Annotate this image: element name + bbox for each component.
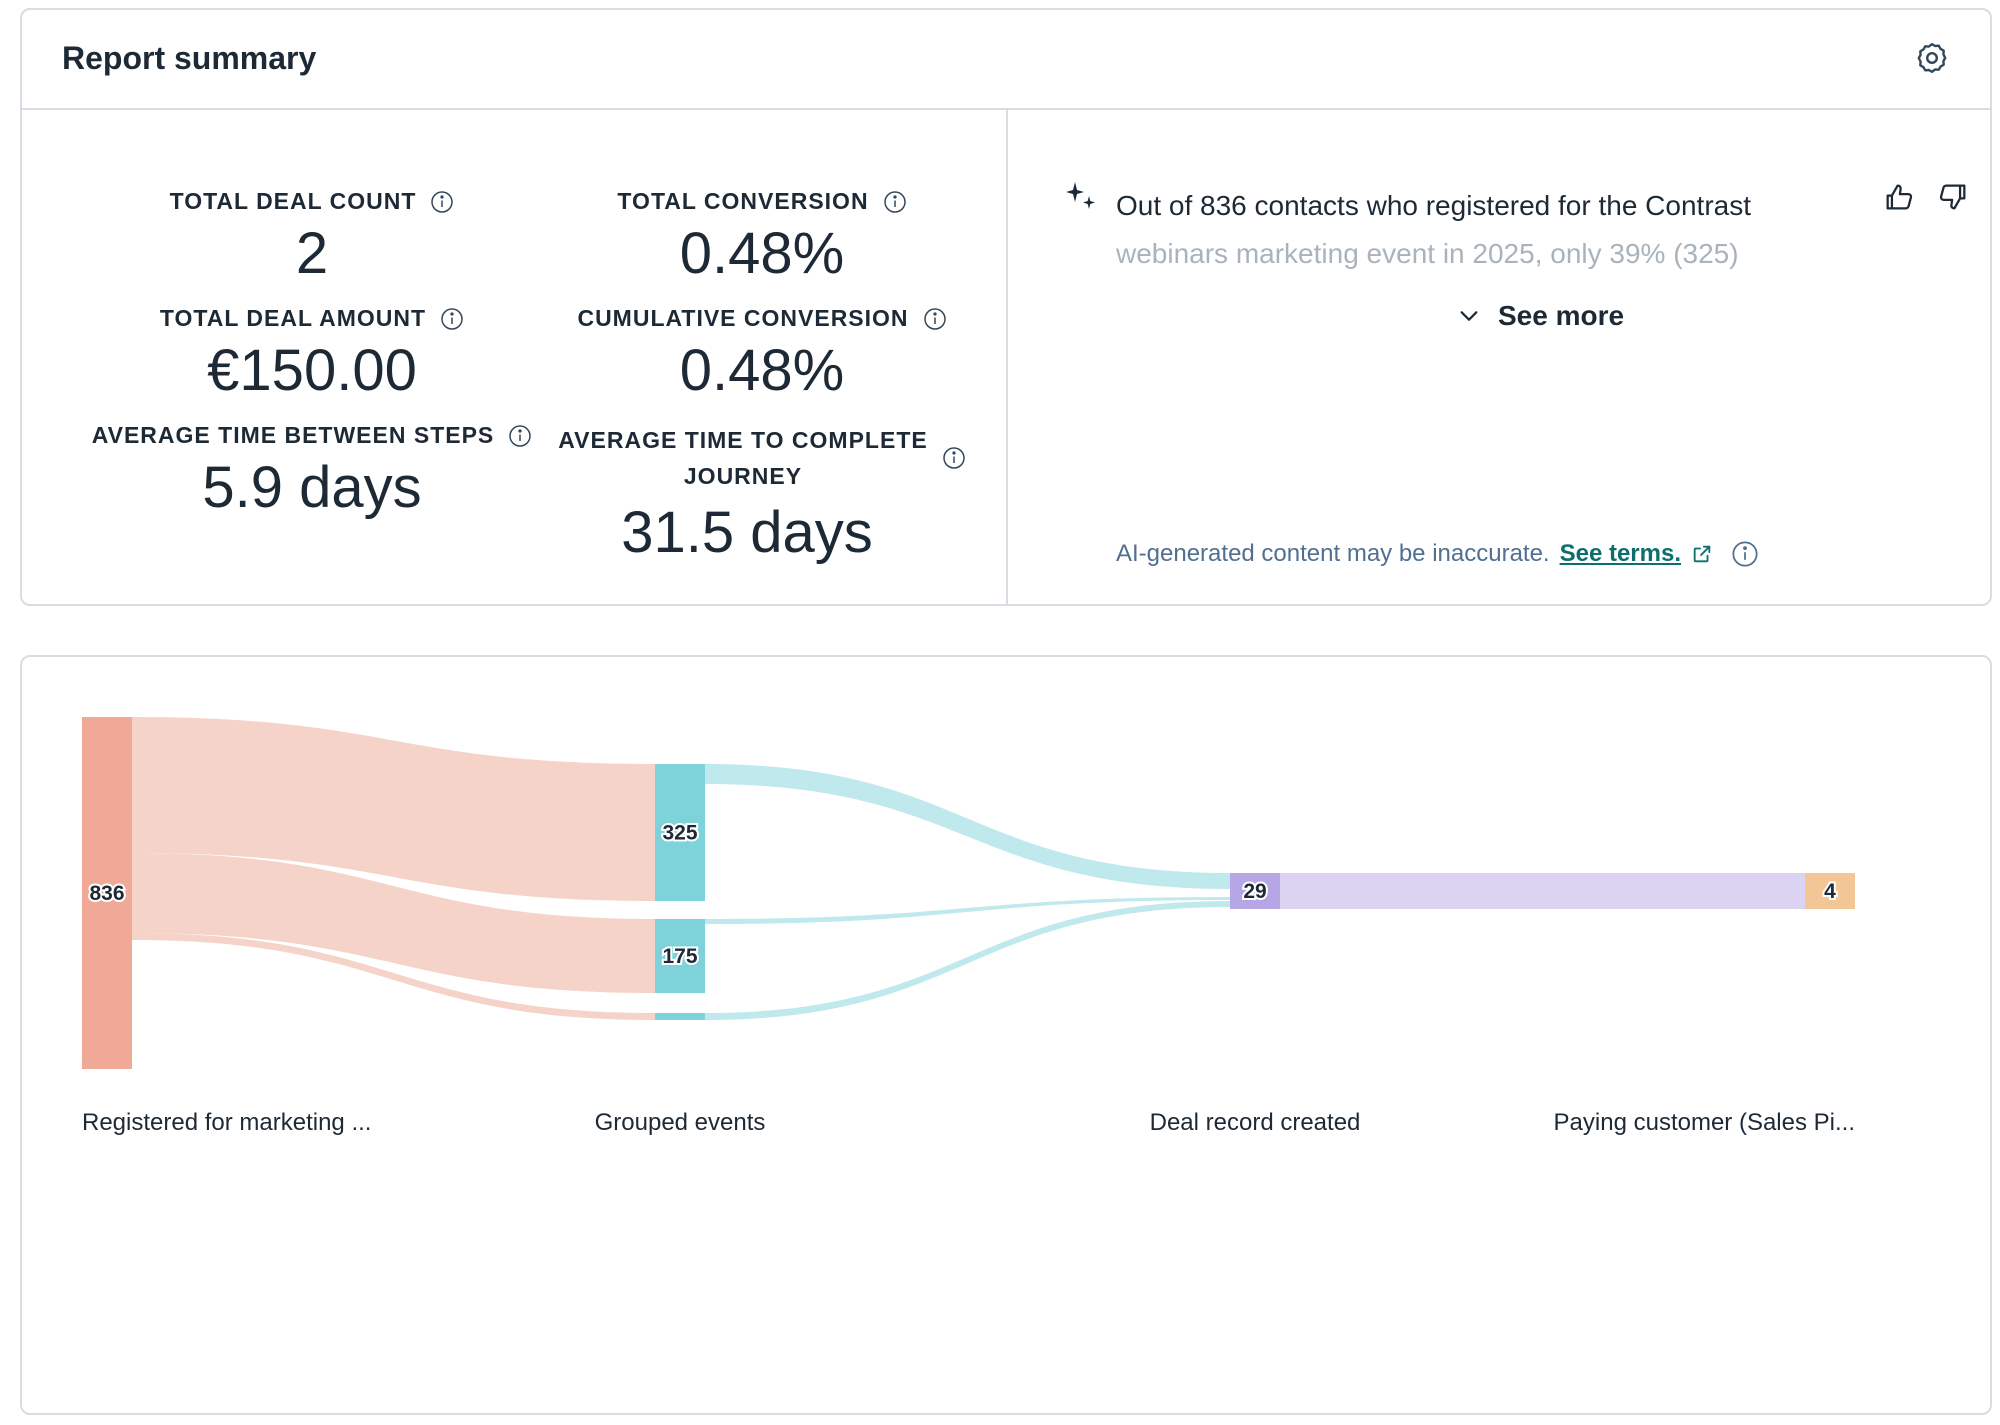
sankey-node-label: 175 — [662, 945, 697, 968]
ai-summary-text: Out of 836 contacts who registered for t… — [1116, 182, 1836, 278]
sankey-stage-label: Registered for marketing ... — [82, 1109, 371, 1136]
sankey-node[interactable] — [1230, 873, 1280, 909]
thumbs-down-icon[interactable] — [1936, 180, 1970, 214]
see-more-button[interactable]: See more — [1458, 298, 1624, 334]
report-summary-card: Report summary TOTAL DEAL COUNT 2 TOTAL … — [20, 8, 1992, 606]
info-icon[interactable] — [1731, 540, 1759, 568]
metric-label: AVERAGE TIME BETWEEN STEPS — [91, 422, 495, 448]
divider — [1006, 110, 1008, 604]
info-icon[interactable] — [508, 424, 532, 448]
metric-value: 31.5 days — [621, 500, 873, 565]
metric-label: TOTAL CONVERSION — [617, 188, 869, 214]
ai-summary-line: Out of 836 contacts who registered for t… — [1116, 190, 1752, 221]
sankey-node[interactable] — [1805, 873, 1855, 909]
metric-label: AVERAGE TIME TO COMPLETE JOURNEY — [558, 427, 928, 489]
external-link-icon — [1693, 545, 1711, 563]
metric-average-time-to-complete-journey: AVERAGE TIME TO COMPLETE JOURNEY 31.5 da… — [522, 422, 1002, 566]
sankey-node-label: 325 — [662, 822, 697, 845]
sankey-stage-label: Grouped events — [595, 1109, 766, 1136]
sankey-link[interactable] — [705, 897, 1230, 924]
page-title: Report summary — [62, 40, 317, 76]
sankey-node-label: 836 — [89, 882, 124, 905]
sankey-link[interactable] — [132, 933, 655, 1020]
metric-value: €150.00 — [207, 338, 417, 403]
metric-value: 0.48% — [679, 221, 845, 286]
metric-cumulative-conversion: CUMULATIVE CONVERSION 0.48% — [512, 305, 1012, 404]
info-icon[interactable] — [942, 446, 966, 470]
see-terms-link[interactable]: See terms. — [1559, 540, 1681, 567]
sankey-stage-label: Deal record created — [1150, 1109, 1361, 1136]
thumbs-up-icon[interactable] — [1882, 180, 1916, 214]
sankey-node[interactable] — [655, 919, 705, 993]
ai-disclaimer: AI-generated content may be inaccurate. … — [1116, 536, 1759, 572]
sankey-link[interactable] — [705, 764, 1230, 889]
sankey-node-label: 4 — [1824, 880, 1836, 903]
info-icon[interactable] — [883, 190, 907, 214]
sankey-node[interactable] — [655, 764, 705, 901]
card-header: Report summary — [22, 10, 1990, 110]
sankey-node[interactable] — [82, 717, 132, 1069]
see-more-label: See more — [1498, 300, 1625, 331]
metric-total-deal-amount: TOTAL DEAL AMOUNT €150.00 — [62, 305, 562, 404]
metric-value: 2 — [295, 221, 329, 286]
ai-summary-line-faded: webinars marketing event in 2025, only 3… — [1116, 238, 1739, 269]
metric-value: 5.9 days — [202, 455, 422, 520]
sankey-chart: 836 325 175 29 4 Registered for marketing ...… — [82, 717, 1855, 1136]
disclaimer-text: AI-generated content may be inaccurate. — [1116, 540, 1550, 567]
info-icon[interactable] — [923, 307, 947, 331]
sankey-link[interactable] — [1280, 873, 1805, 909]
sankey-link[interactable] — [132, 853, 655, 993]
metric-label: TOTAL DEAL COUNT — [169, 188, 417, 214]
sparkle-icon — [1066, 182, 1095, 209]
metric-value: 0.48% — [679, 338, 845, 403]
metric-total-conversion: TOTAL CONVERSION 0.48% — [512, 188, 1012, 287]
metric-label: TOTAL DEAL AMOUNT — [159, 305, 427, 331]
chevron-down-icon — [1460, 311, 1478, 321]
sankey-link[interactable] — [132, 717, 655, 901]
gear-icon[interactable] — [1914, 40, 1950, 76]
metric-average-time-between-steps: AVERAGE TIME BETWEEN STEPS 5.9 days — [62, 422, 562, 521]
metric-label: CUMULATIVE CONVERSION — [577, 305, 909, 331]
sankey-node-label: 29 — [1243, 880, 1266, 903]
metric-total-deal-count: TOTAL DEAL COUNT 2 — [62, 188, 562, 287]
sankey-node[interactable] — [655, 1013, 705, 1020]
sankey-stage-label: Paying customer (Sales Pi... — [1554, 1109, 1855, 1136]
sankey-link[interactable] — [705, 901, 1230, 1020]
info-icon[interactable] — [440, 307, 464, 331]
journey-chart-card: 836 325 175 29 4 Registered for marketing ...… — [20, 655, 1992, 1415]
info-icon[interactable] — [430, 190, 454, 214]
